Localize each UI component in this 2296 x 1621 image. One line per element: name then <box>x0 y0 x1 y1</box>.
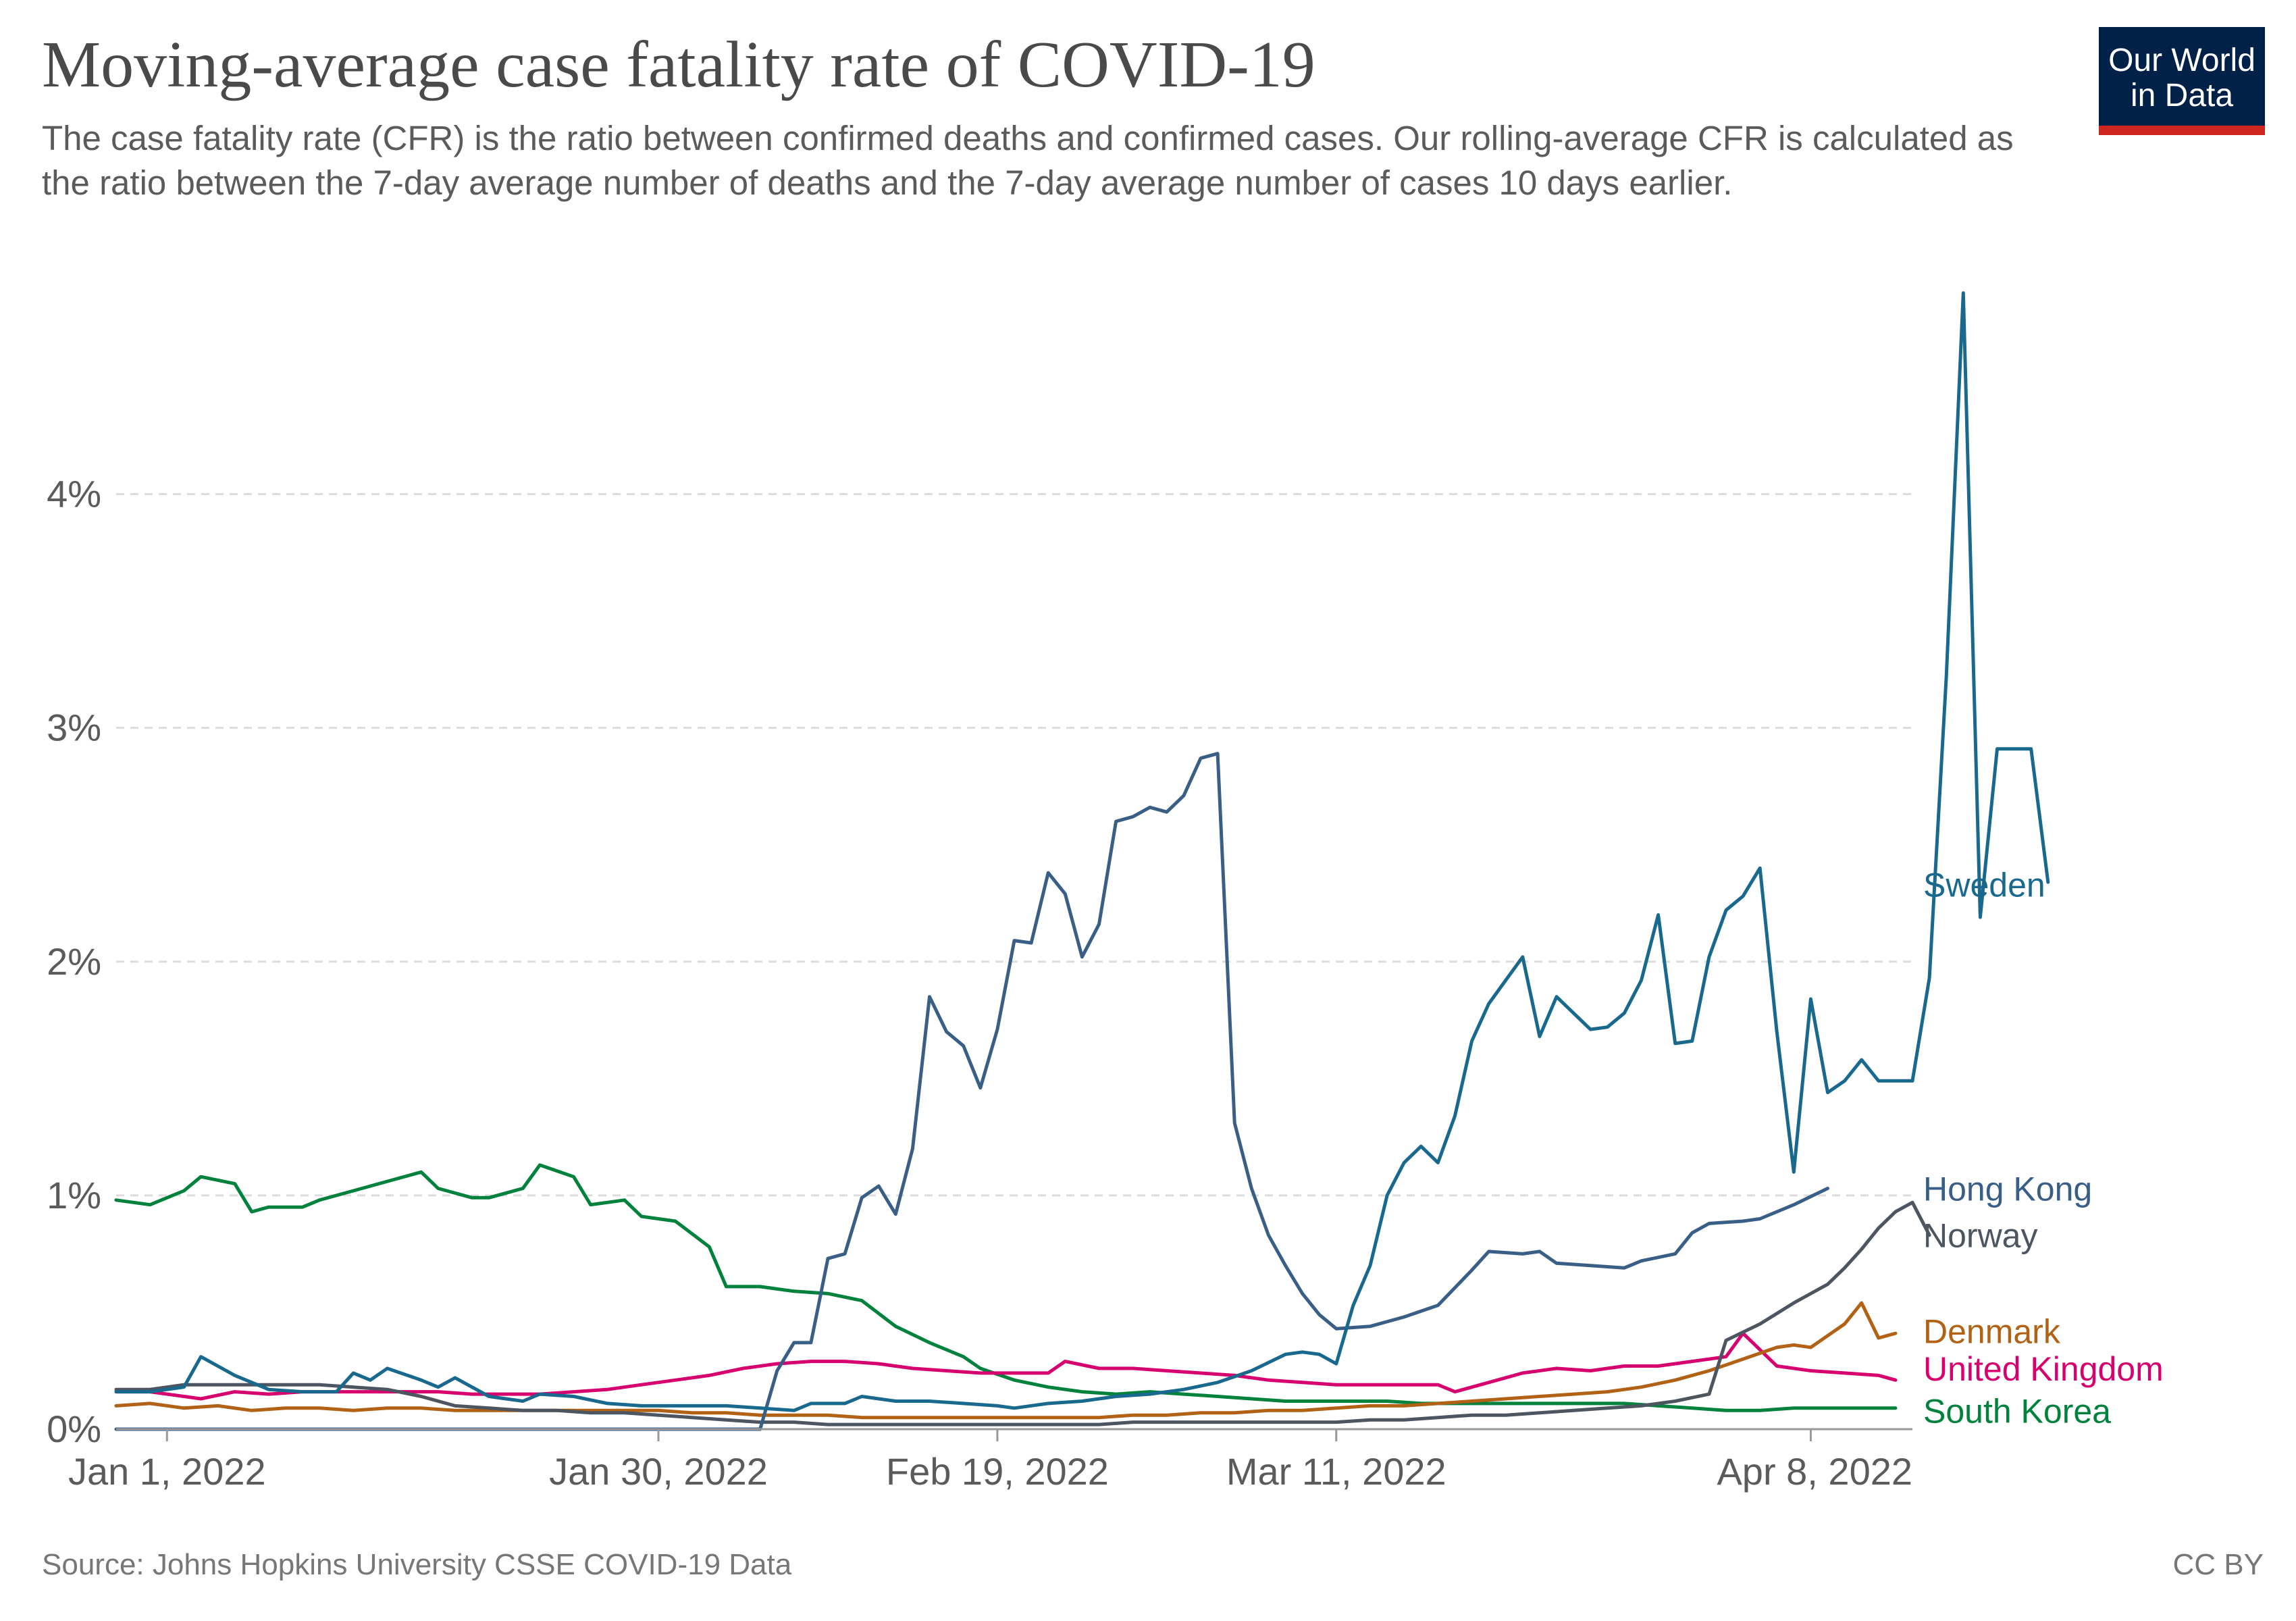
y-tick-label: 3% <box>47 706 101 749</box>
owid-logo[interactable]: Our World in Data <box>2099 27 2265 135</box>
series-line-denmark[interactable] <box>114 1301 1898 1420</box>
series-line-united-kingdom[interactable] <box>114 1331 1898 1401</box>
x-tick-label: Apr 8, 2022 <box>1717 1450 1912 1493</box>
series-label-sweden[interactable]: Sweden <box>1923 867 2045 904</box>
series-line-norway[interactable] <box>114 1200 1931 1426</box>
series-label-hong-kong[interactable]: Hong Kong <box>1923 1170 2092 1208</box>
series-label-south-korea[interactable]: South Korea <box>1923 1392 2111 1430</box>
license-note[interactable]: CC BY <box>2172 1548 2264 1581</box>
logo-line-2: in Data <box>2130 78 2234 113</box>
logo-line-1: Our World <box>2108 43 2255 78</box>
series-label-united-kingdom[interactable]: United Kingdom <box>1923 1350 2164 1388</box>
series-label-norway[interactable]: Norway <box>1923 1217 2037 1255</box>
source-note[interactable]: Source: Johns Hopkins University CSSE CO… <box>42 1548 792 1581</box>
y-axis-ticks: 0% 1% 2% 3% 4% <box>47 473 101 1450</box>
x-tick-label: Feb 19, 2022 <box>886 1450 1109 1493</box>
series-line-hong-kong[interactable] <box>114 752 1829 1431</box>
x-tick-label: Mar 11, 2022 <box>1226 1450 1446 1493</box>
y-tick-label: 0% <box>47 1408 101 1450</box>
logo-accent-bar <box>2099 126 2265 135</box>
series-line-sweden[interactable] <box>114 291 2050 1412</box>
series-line-south-korea[interactable] <box>114 1163 1898 1412</box>
x-tick-label: Jan 30, 2022 <box>549 1450 768 1493</box>
y-tick-label: 1% <box>47 1174 101 1216</box>
x-axis-ticks: Jan 1, 2022 Jan 30, 2022 Feb 19, 2022 Mar 1… <box>68 1429 1912 1493</box>
chart-subtitle: The case fatality rate (CFR) is the rati… <box>42 119 2014 202</box>
y-tick-label: 2% <box>47 940 101 983</box>
y-tick-label: 4% <box>47 473 101 515</box>
series-lines <box>114 291 2050 1431</box>
gridlines <box>116 493 1912 1197</box>
series-label-denmark[interactable]: Denmark <box>1923 1313 2061 1351</box>
x-tick-label: Jan 1, 2022 <box>68 1450 266 1493</box>
chart-title: Moving-average case fatality rate of COV… <box>42 28 1315 101</box>
